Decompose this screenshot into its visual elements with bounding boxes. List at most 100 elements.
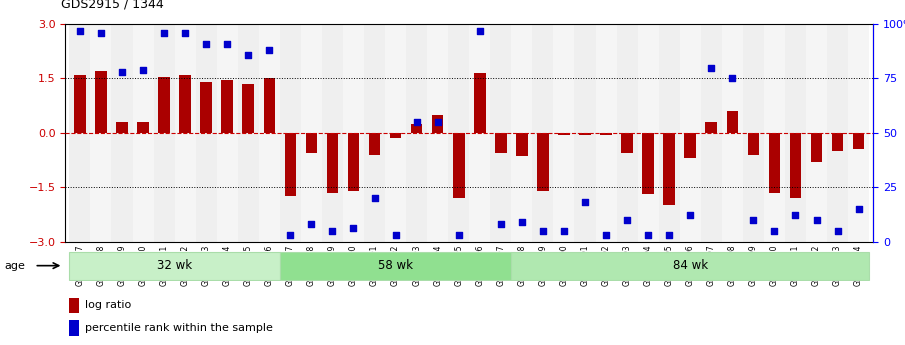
Bar (222, 80, 233, 133)
Point (452, 232, 466, 238)
Bar (743, 24, 764, 241)
Bar (132, 24, 154, 241)
Point (283, 232, 298, 238)
Bar (158, 77, 170, 133)
Point (136, 67, 150, 72)
Point (304, 221, 319, 227)
Point (367, 195, 382, 201)
Point (388, 232, 403, 238)
Point (325, 228, 339, 233)
Bar (432, 115, 443, 133)
Bar (474, 73, 486, 133)
Point (472, 28, 487, 33)
Bar (659, 24, 680, 241)
Bar (70, 24, 90, 241)
Point (683, 213, 698, 218)
Point (746, 217, 760, 223)
Point (262, 48, 277, 53)
Bar (368, 133, 380, 155)
Text: 58 wk: 58 wk (378, 258, 413, 272)
Point (493, 221, 508, 227)
Point (409, 119, 424, 125)
Point (220, 41, 234, 47)
Bar (306, 133, 317, 153)
Bar (790, 133, 801, 198)
Bar (195, 24, 216, 241)
Bar (200, 82, 212, 133)
Bar (427, 24, 448, 241)
Bar (700, 24, 722, 241)
Bar (495, 133, 507, 153)
Point (72, 28, 87, 33)
Point (704, 65, 719, 70)
Bar (680, 24, 700, 241)
Bar (848, 24, 869, 241)
Bar (722, 24, 743, 241)
Bar (300, 24, 322, 241)
Bar (179, 75, 191, 133)
Point (241, 52, 255, 57)
Bar (595, 24, 616, 241)
Bar (406, 24, 427, 241)
Bar (764, 24, 785, 241)
Bar (727, 111, 738, 133)
Bar (69, 320, 79, 336)
Bar (768, 133, 780, 193)
Bar (554, 24, 575, 241)
Point (767, 228, 782, 233)
Bar (154, 24, 175, 241)
Text: 32 wk: 32 wk (157, 258, 192, 272)
Point (725, 76, 739, 81)
Bar (853, 133, 864, 149)
Point (788, 213, 803, 218)
Bar (537, 133, 548, 191)
Point (599, 232, 614, 238)
Bar (811, 133, 823, 162)
Bar (622, 133, 633, 153)
Bar (684, 133, 696, 158)
Point (557, 228, 571, 233)
Point (431, 119, 445, 125)
Text: log ratio: log ratio (85, 300, 131, 310)
Bar (600, 133, 612, 135)
Bar (491, 24, 511, 241)
Point (577, 200, 592, 205)
Bar (411, 124, 423, 133)
Text: percentile rank within the sample: percentile rank within the sample (85, 323, 273, 333)
Point (115, 69, 129, 75)
Point (347, 226, 361, 231)
Bar (511, 252, 869, 279)
Text: GDS2915 / 1344: GDS2915 / 1344 (61, 0, 164, 10)
Point (157, 30, 171, 36)
Bar (74, 75, 86, 133)
Bar (69, 298, 79, 313)
Point (641, 232, 655, 238)
Point (199, 41, 214, 47)
Bar (832, 133, 843, 151)
Bar (138, 122, 148, 133)
Bar (452, 133, 464, 198)
Bar (516, 133, 528, 156)
Bar (616, 24, 638, 241)
Bar (95, 71, 107, 133)
Bar (238, 24, 259, 241)
Point (662, 232, 676, 238)
Bar (785, 24, 806, 241)
Bar (748, 133, 759, 155)
Bar (385, 24, 406, 241)
Bar (579, 133, 591, 135)
Bar (322, 24, 343, 241)
Point (830, 228, 844, 233)
Bar (280, 24, 300, 241)
Bar (263, 78, 275, 133)
Bar (90, 24, 111, 241)
Point (536, 228, 550, 233)
Bar (348, 133, 359, 191)
Bar (364, 24, 385, 241)
Bar (327, 133, 338, 193)
Bar (448, 24, 469, 241)
Bar (706, 122, 717, 133)
Point (94, 30, 109, 36)
Bar (643, 133, 654, 194)
Point (620, 217, 634, 223)
